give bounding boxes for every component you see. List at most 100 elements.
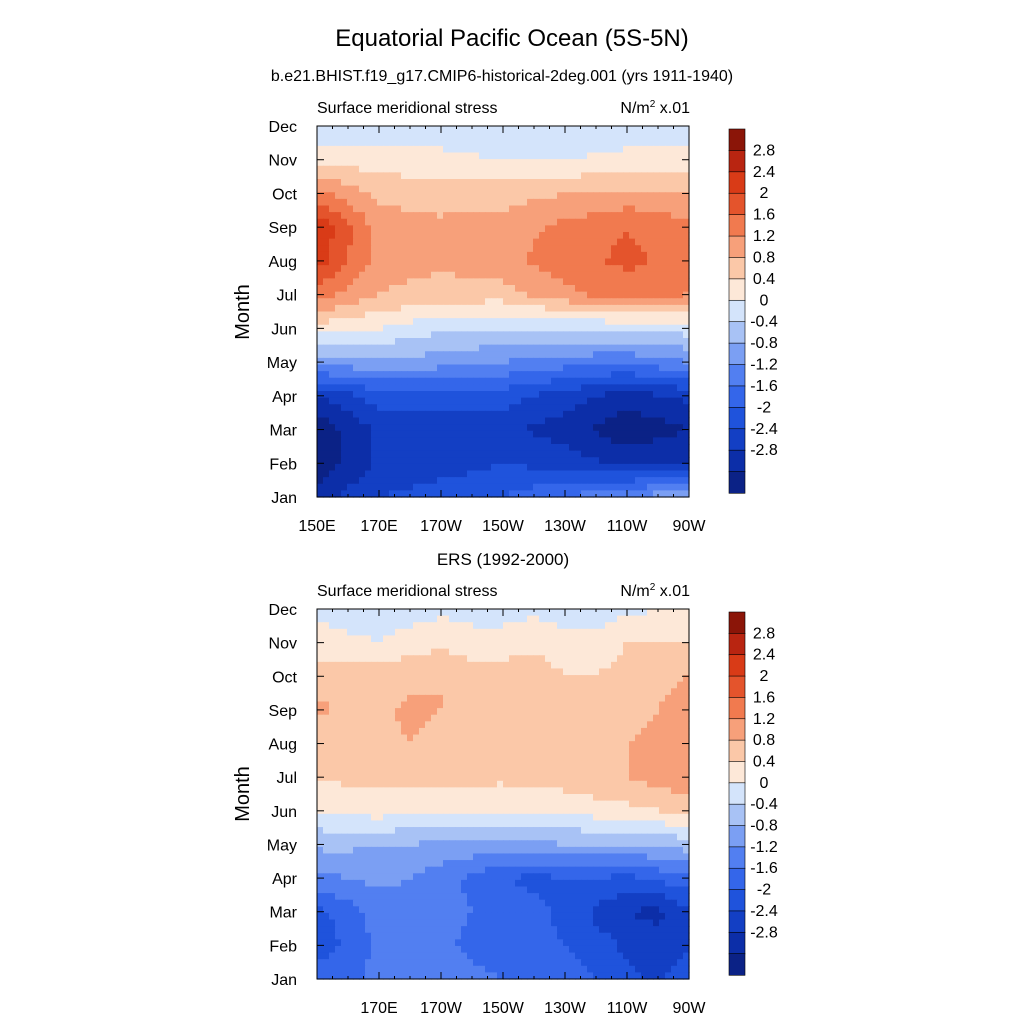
field-cell	[551, 298, 558, 305]
field-cell	[329, 688, 336, 695]
field-cell	[341, 748, 348, 755]
field-cell	[539, 305, 546, 312]
field-cell	[563, 649, 570, 656]
field-cell	[389, 708, 396, 715]
field-cell	[389, 153, 396, 160]
field-cell	[425, 675, 432, 682]
field-cell	[395, 265, 402, 272]
field-cell	[599, 186, 606, 193]
field-cell	[527, 702, 534, 709]
field-cell	[461, 146, 468, 153]
field-cell	[593, 212, 600, 219]
field-cell	[341, 398, 348, 405]
field-cell	[659, 219, 666, 226]
field-cell	[467, 278, 474, 285]
field-cell	[521, 708, 528, 715]
field-cell	[443, 424, 450, 431]
field-cell	[383, 206, 390, 213]
field-cell	[587, 351, 594, 358]
field-cell	[557, 741, 564, 748]
field-cell	[623, 318, 630, 325]
field-cell	[491, 616, 498, 623]
field-cell	[521, 484, 528, 491]
field-cell	[419, 265, 426, 272]
field-cell	[365, 635, 372, 642]
field-cell	[353, 199, 360, 206]
field-cell	[545, 358, 552, 365]
field-cell	[623, 404, 630, 411]
field-cell	[347, 411, 354, 418]
field-cell	[335, 186, 342, 193]
field-cell	[551, 206, 558, 213]
field-cell	[641, 325, 648, 332]
field-cell	[599, 318, 606, 325]
field-cell	[425, 338, 432, 345]
field-cell	[611, 695, 618, 702]
field-cell	[419, 298, 426, 305]
field-cell	[485, 172, 492, 179]
field-cell	[515, 484, 522, 491]
field-cell	[479, 391, 486, 398]
field-cell	[341, 708, 348, 715]
field-cell	[425, 358, 432, 365]
field-cell	[491, 245, 498, 252]
field-cell	[623, 384, 630, 391]
field-cell	[401, 312, 408, 319]
field-cell	[473, 649, 480, 656]
field-cell	[671, 484, 678, 491]
field-cell	[623, 668, 630, 675]
x-tick-label: 130W	[544, 518, 587, 535]
field-cell	[389, 133, 396, 140]
field-cell	[641, 166, 648, 173]
field-cell	[557, 365, 564, 372]
field-cell	[533, 212, 540, 219]
field-cell	[629, 186, 636, 193]
field-cell	[353, 192, 360, 199]
field-cell	[353, 292, 360, 299]
field-cell	[647, 245, 654, 252]
field-cell	[671, 404, 678, 411]
field-cell	[473, 166, 480, 173]
field-cell	[539, 245, 546, 252]
field-cell	[665, 206, 672, 213]
field-cell	[635, 232, 642, 239]
field-cell	[545, 668, 552, 675]
field-cell	[437, 668, 444, 675]
field-cell	[407, 365, 414, 372]
field-cell	[581, 735, 588, 742]
field-cell	[401, 688, 408, 695]
colorbar-box	[729, 407, 745, 429]
field-cell	[599, 721, 606, 728]
field-cell	[521, 728, 528, 735]
field-cell	[455, 418, 462, 425]
field-cell	[383, 616, 390, 623]
field-cell	[485, 616, 492, 623]
field-cell	[533, 272, 540, 279]
field-cell	[629, 265, 636, 272]
field-cell	[593, 146, 600, 153]
field-cell	[653, 741, 660, 748]
field-cell	[569, 609, 576, 616]
field-cell	[407, 219, 414, 226]
field-cell	[521, 312, 528, 319]
field-cell	[563, 675, 570, 682]
field-cell	[641, 635, 648, 642]
field-cell	[611, 629, 618, 636]
field-cell	[599, 206, 606, 213]
field-cell	[479, 192, 486, 199]
field-cell	[455, 265, 462, 272]
field-cell	[497, 225, 504, 232]
field-cell	[389, 365, 396, 372]
field-cell	[539, 471, 546, 478]
field-cell	[545, 398, 552, 405]
field-cell	[443, 702, 450, 709]
field-cell	[407, 265, 414, 272]
field-cell	[605, 126, 612, 133]
field-cell	[635, 451, 642, 458]
field-cell	[665, 305, 672, 312]
field-cell	[671, 225, 678, 232]
field-cell	[665, 642, 672, 649]
field-cell	[461, 484, 468, 491]
field-cell	[671, 358, 678, 365]
field-cell	[413, 424, 420, 431]
